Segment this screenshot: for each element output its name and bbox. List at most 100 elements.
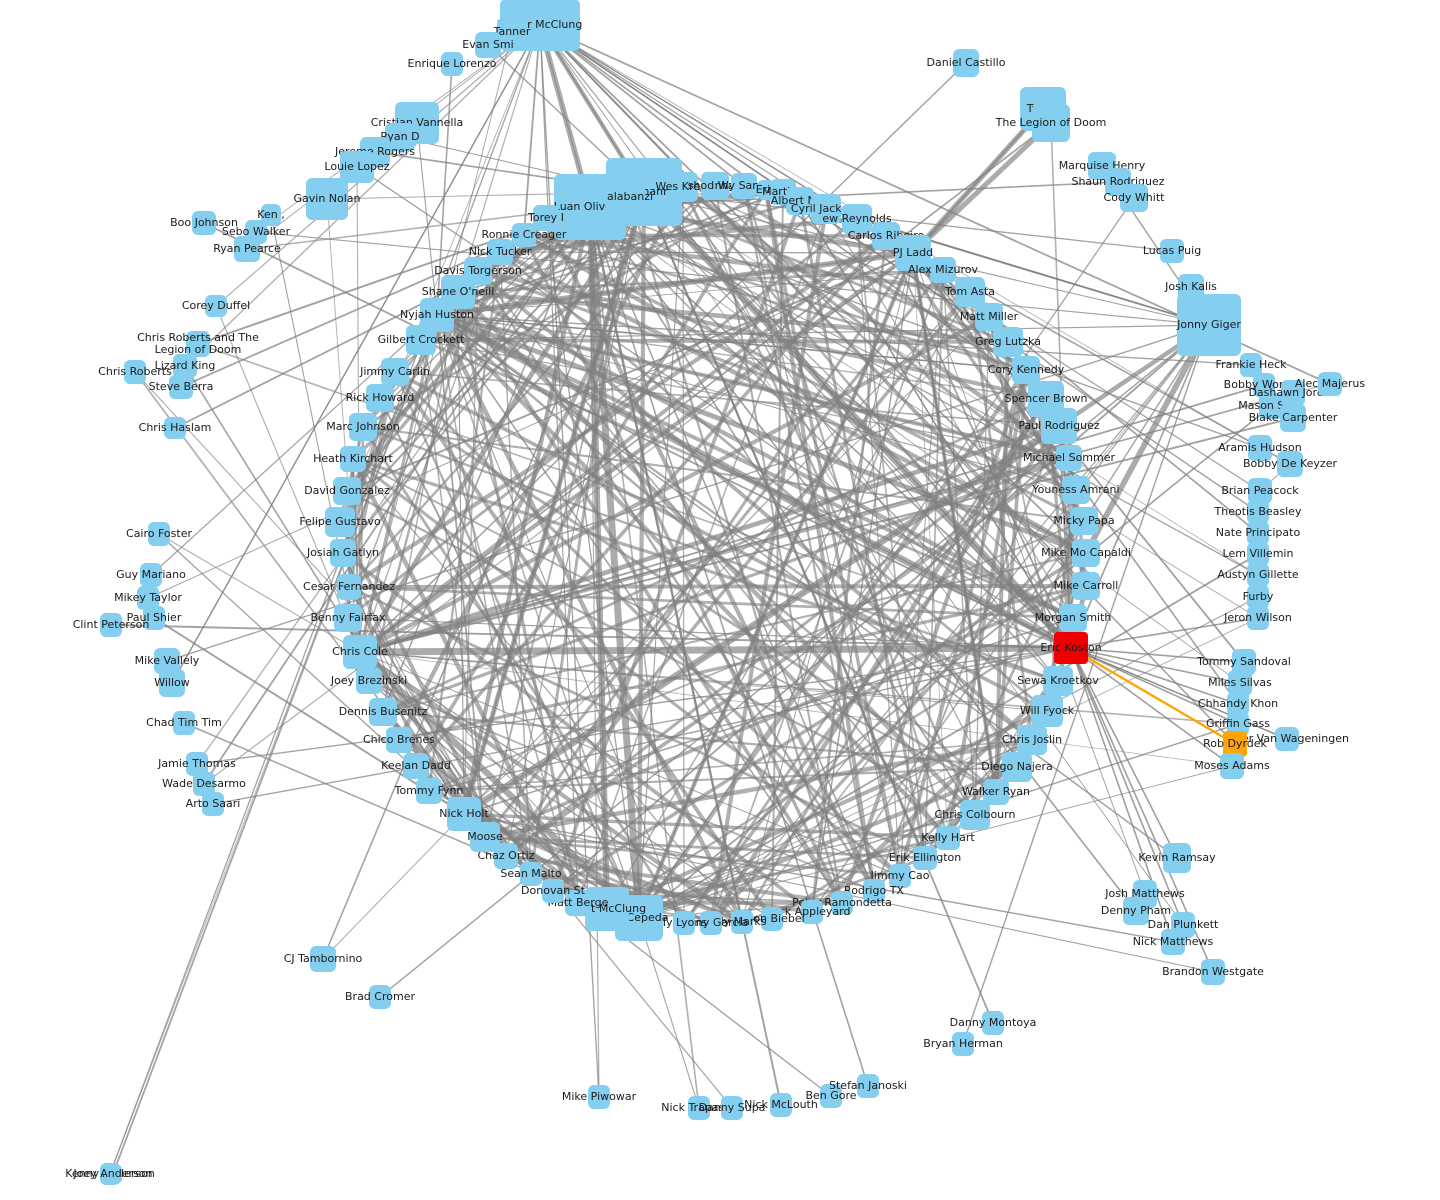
- graph-node-boo-johnson[interactable]: [192, 211, 216, 235]
- graph-node-rodrigo-tx[interactable]: [863, 879, 885, 903]
- graph-node-jeron-wilson[interactable]: [1247, 606, 1269, 630]
- graph-node-chico-brenes[interactable]: [386, 727, 412, 753]
- graph-node-albert-nyberg[interactable]: [786, 187, 814, 215]
- graph-node-danny-montoya[interactable]: [982, 1011, 1004, 1035]
- graph-node-paul-rodriguez[interactable]: [1041, 408, 1077, 444]
- graph-node-marc-johnson[interactable]: [349, 413, 377, 441]
- graph-node-joey-brezinski[interactable]: [356, 668, 382, 694]
- graph-node-alec-majerus[interactable]: [1318, 372, 1342, 396]
- graph-node-billy-marks[interactable]: [731, 910, 753, 934]
- graph-node-matt-miller[interactable]: [975, 303, 1003, 331]
- graph-node-louie-lopez[interactable]: [340, 151, 374, 183]
- graph-node-chhandy-khon[interactable]: [1227, 692, 1249, 716]
- graph-node-chad-tim-tim[interactable]: [173, 711, 195, 735]
- graph-node-alex-mizurov[interactable]: [930, 257, 956, 283]
- graph-node-steve-berra[interactable]: [169, 375, 193, 399]
- graph-node-nate-principato[interactable]: [1247, 521, 1269, 545]
- graph-node-dennis-busenitz[interactable]: [369, 698, 397, 726]
- graph-node-moses-adams[interactable]: [1220, 753, 1244, 779]
- graph-node-keelan-dadd[interactable]: [403, 753, 429, 779]
- graph-node-bobby-worrest[interactable]: [1253, 373, 1275, 397]
- graph-node-lucas-puig[interactable]: [1160, 239, 1184, 263]
- graph-node-cyril-jackson[interactable]: [811, 194, 841, 224]
- graph-node-rob-dyrdek[interactable]: [1223, 731, 1247, 757]
- graph-node-cesar-fernandez[interactable]: [337, 574, 361, 600]
- graph-node-nick-matthews[interactable]: [1161, 929, 1185, 955]
- graph-node-paul-shier[interactable]: [143, 606, 165, 630]
- graph-node-evan-smith[interactable]: [475, 32, 501, 58]
- graph-node-mike-carroll[interactable]: [1072, 572, 1100, 600]
- graph-node-chris-roberts[interactable]: [124, 360, 146, 384]
- graph-node-eric-koston[interactable]: [1054, 632, 1088, 664]
- graph-node-bryan-herman[interactable]: [952, 1032, 974, 1056]
- graph-node-cory-kennedy[interactable]: [1012, 356, 1040, 384]
- graph-node-michael-sommer[interactable]: [1056, 445, 1082, 471]
- graph-node-greg-lutzka[interactable]: [993, 327, 1023, 357]
- graph-node-tanner[interactable]: [497, 18, 527, 46]
- graph-node-lizard-king[interactable]: [173, 354, 197, 378]
- graph-node-josiah-gatlyn[interactable]: [330, 539, 356, 567]
- graph-node-tommy-fynn[interactable]: [416, 778, 442, 804]
- graph-node-jamie-thomas[interactable]: [186, 752, 208, 776]
- graph-node-aramis-hudson[interactable]: [1248, 435, 1272, 461]
- graph-node-brandon-westgate[interactable]: [1201, 959, 1225, 985]
- graph-node-kevin-ramsay[interactable]: [1163, 843, 1191, 873]
- graph-node-nick-mclouth[interactable]: [770, 1093, 792, 1117]
- graph-node-legion-of-doom[interactable]: [1032, 104, 1070, 142]
- graph-node-ryan-pearce[interactable]: [234, 236, 260, 262]
- graph-node-cody-whitt[interactable]: [1120, 184, 1148, 212]
- graph-node-mikey-taylor[interactable]: [137, 586, 159, 610]
- graph-node-chris-roberts-legion[interactable]: [186, 331, 210, 357]
- graph-node-rick-howard[interactable]: [366, 384, 394, 412]
- graph-node-mason-silva[interactable]: [1259, 393, 1283, 419]
- graph-node-peter-ramondetta[interactable]: [831, 891, 853, 915]
- graph-node-ty-lyons[interactable]: [673, 911, 695, 935]
- graph-node-wade-desarmo[interactable]: [193, 772, 215, 796]
- graph-node-wes-kremer[interactable]: [668, 172, 698, 202]
- graph-node-ben-gore[interactable]: [820, 1084, 842, 1108]
- graph-node-daniel-castillo[interactable]: [953, 49, 979, 77]
- graph-node-galabanzi[interactable]: [615, 183, 645, 211]
- graph-node-chris-colbourn[interactable]: [960, 800, 990, 830]
- graph-node-denny-pham[interactable]: [1123, 897, 1149, 925]
- graph-node-matt-berger[interactable]: [565, 890, 591, 916]
- graph-node-mark-appleyard[interactable]: [801, 900, 823, 924]
- graph-node-cj-tambornino[interactable]: [310, 946, 336, 972]
- graph-node-guy-mariano[interactable]: [140, 563, 162, 587]
- graph-node-ryan-d[interactable]: [385, 123, 415, 151]
- graph-node-heath-kirchart[interactable]: [340, 446, 366, 472]
- graph-node-chris-haslam[interactable]: [164, 417, 186, 439]
- graph-node-morgan-smith[interactable]: [1059, 604, 1087, 632]
- graph-node-ken[interactable]: [261, 204, 281, 226]
- graph-node-mike-piwowar[interactable]: [588, 1085, 610, 1109]
- graph-node-david-gonzalez[interactable]: [333, 477, 361, 505]
- graph-node-mike-mo-capaldi[interactable]: [1072, 539, 1100, 567]
- graph-node-brad-cromer[interactable]: [369, 985, 391, 1009]
- graph-node-dashawn-jordan[interactable]: [1281, 380, 1305, 406]
- graph-node-kelly-hart[interactable]: [936, 826, 960, 850]
- graph-node-blake-carpenter[interactable]: [1280, 404, 1306, 432]
- graph-node-manny-santiago[interactable]: [731, 173, 757, 199]
- graph-node-austyn-gillette[interactable]: [1247, 563, 1269, 587]
- graph-node-danny-garcia[interactable]: [700, 911, 722, 935]
- graph-node-chris-cole[interactable]: [343, 635, 377, 669]
- graph-node-nick-holt[interactable]: [447, 797, 481, 831]
- graph-node-gilbert-crockett[interactable]: [406, 325, 436, 355]
- graph-node-clint-peterson[interactable]: [100, 613, 122, 637]
- graph-node-will-fyock[interactable]: [1031, 695, 1063, 727]
- graph-node-donovan-st[interactable]: [542, 879, 564, 903]
- graph-node-youness-amrani[interactable]: [1062, 476, 1090, 504]
- graph-node-diego-najera[interactable]: [1002, 752, 1032, 782]
- graph-node-griffin-gass[interactable]: [1227, 712, 1249, 736]
- graph-node-erik-ellington[interactable]: [913, 846, 937, 870]
- graph-node-jimmy-cao[interactable]: [889, 864, 911, 888]
- graph-node-cairo-foster[interactable]: [148, 522, 170, 546]
- graph-node-gavin-nolan[interactable]: [306, 178, 348, 220]
- graph-node-sean-malto[interactable]: [520, 862, 542, 886]
- graph-node-joey-anderson[interactable]: [104, 1164, 122, 1184]
- graph-node-danny-supa[interactable]: [721, 1096, 743, 1120]
- graph-node-chris-joslin[interactable]: [1017, 725, 1047, 755]
- graph-node-pj-ladd[interactable]: [895, 235, 931, 271]
- graph-node-corey-duffel[interactable]: [205, 295, 227, 317]
